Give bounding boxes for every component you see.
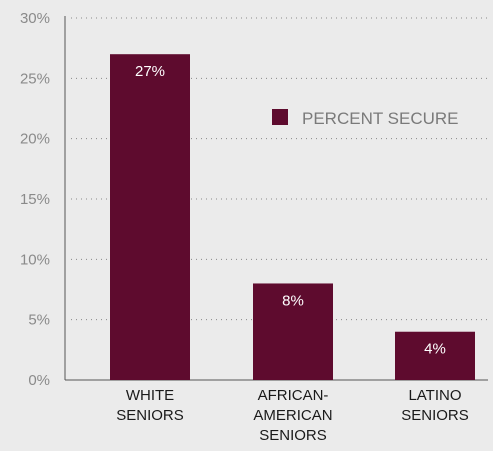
bars: 27% 8% 4% <box>110 54 475 380</box>
category-label: LATINO <box>408 387 461 404</box>
y-tick-label: 15% <box>20 191 50 208</box>
y-tick-label: 30% <box>20 10 50 27</box>
category-label: WHITE <box>126 387 174 404</box>
legend-swatch <box>272 109 288 125</box>
y-tick-label: 5% <box>28 312 50 329</box>
bar <box>395 331 475 380</box>
legend-label: PERCENT SECURE <box>302 109 459 128</box>
y-tick-label: 10% <box>20 251 50 268</box>
category-label: SENIORS <box>401 407 469 424</box>
data-label: 4% <box>424 341 446 358</box>
category-label: SENIORS <box>116 407 184 424</box>
bar <box>110 54 190 380</box>
category-label: AFRICAN- <box>258 387 329 404</box>
y-tick-label: 20% <box>20 131 50 148</box>
bar <box>253 283 333 380</box>
category-label: SENIORS <box>259 427 327 444</box>
data-label: 27% <box>135 63 165 80</box>
y-tick-label: 0% <box>28 372 50 389</box>
data-label: 8% <box>282 292 304 309</box>
y-tick-label: 25% <box>20 70 50 87</box>
y-axis-ticks: 0% 5% 10% 15% 20% 25% 30% <box>20 10 50 389</box>
legend: PERCENT SECURE <box>272 109 459 128</box>
category-labels: WHITE SENIORS AFRICAN- AMERICAN SENIORS LATIN… <box>116 387 469 444</box>
category-label: AMERICAN <box>253 407 332 424</box>
